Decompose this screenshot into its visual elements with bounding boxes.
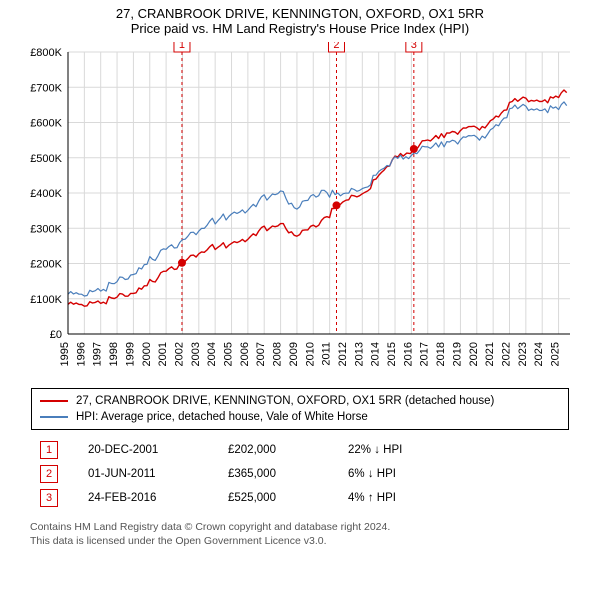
svg-text:2004: 2004: [206, 342, 218, 366]
sale-marker-1: 1: [40, 441, 58, 459]
svg-text:2017: 2017: [419, 342, 431, 366]
footer-line-2: This data is licensed under the Open Gov…: [30, 534, 570, 548]
svg-text:£400K: £400K: [30, 188, 62, 200]
sale-date: 24-FEB-2016: [88, 492, 228, 504]
svg-text:£600K: £600K: [30, 118, 62, 130]
svg-text:2006: 2006: [239, 342, 251, 366]
svg-text:£0: £0: [50, 329, 62, 341]
svg-text:2008: 2008: [272, 342, 284, 366]
svg-text:2023: 2023: [517, 342, 529, 366]
svg-text:2002: 2002: [173, 342, 185, 366]
svg-text:1: 1: [179, 42, 185, 51]
legend-item-property: 27, CRANBROOK DRIVE, KENNINGTON, OXFORD,…: [40, 393, 560, 409]
svg-text:2005: 2005: [223, 342, 235, 366]
sale-price: £525,000: [228, 492, 348, 504]
legend-item-hpi: HPI: Average price, detached house, Vale…: [40, 409, 560, 425]
svg-text:1999: 1999: [124, 342, 136, 366]
svg-text:£200K: £200K: [30, 259, 62, 271]
svg-text:2018: 2018: [435, 342, 447, 366]
price-chart: £0 £100K £200K £300K £400K £500K £600K £700K £80…: [20, 42, 580, 382]
footer-attribution: Contains HM Land Registry data © Crown c…: [30, 520, 570, 548]
title-line-1: 27, CRANBROOK DRIVE, KENNINGTON, OXFORD,…: [0, 6, 600, 21]
footer-line-1: Contains HM Land Registry data © Crown c…: [30, 520, 570, 534]
svg-text:2003: 2003: [190, 342, 202, 366]
svg-text:2019: 2019: [451, 342, 463, 366]
sale-date: 01-JUN-2011: [88, 468, 228, 480]
svg-text:1995: 1995: [59, 342, 71, 366]
sale-marker-3: 3: [40, 489, 58, 507]
svg-text:2014: 2014: [370, 342, 382, 366]
svg-text:2024: 2024: [533, 342, 545, 366]
sale-diff: 6% ↓ HPI: [348, 468, 468, 480]
svg-text:2007: 2007: [255, 342, 267, 366]
svg-text:2012: 2012: [337, 342, 349, 366]
svg-text:2010: 2010: [304, 342, 316, 366]
svg-text:2: 2: [333, 42, 339, 51]
svg-text:2020: 2020: [468, 342, 480, 366]
chart-svg: £0 £100K £200K £300K £400K £500K £600K £700K £80…: [20, 42, 580, 382]
svg-text:1997: 1997: [92, 342, 104, 366]
sale-marker-2: 2: [40, 465, 58, 483]
svg-text:1996: 1996: [75, 342, 87, 366]
svg-text:3: 3: [411, 42, 417, 51]
svg-text:£300K: £300K: [30, 223, 62, 235]
svg-text:2022: 2022: [500, 342, 512, 366]
legend-label-hpi: HPI: Average price, detached house, Vale…: [76, 409, 368, 425]
svg-text:1998: 1998: [108, 342, 120, 366]
sale-row: 3 24-FEB-2016 £525,000 4% ↑ HPI: [40, 486, 560, 510]
sale-price: £365,000: [228, 468, 348, 480]
svg-text:£800K: £800K: [30, 47, 62, 59]
svg-text:2015: 2015: [386, 342, 398, 366]
svg-text:2011: 2011: [321, 342, 333, 366]
sale-date: 20-DEC-2001: [88, 444, 228, 456]
legend-label-property: 27, CRANBROOK DRIVE, KENNINGTON, OXFORD,…: [76, 393, 494, 409]
sale-diff: 4% ↑ HPI: [348, 492, 468, 504]
sale-row: 1 20-DEC-2001 £202,000 22% ↓ HPI: [40, 438, 560, 462]
chart-title-block: 27, CRANBROOK DRIVE, KENNINGTON, OXFORD,…: [0, 0, 600, 38]
legend-swatch-hpi: [40, 416, 68, 418]
title-line-2: Price paid vs. HM Land Registry's House …: [0, 21, 600, 36]
legend-swatch-property: [40, 400, 68, 402]
sale-diff: 22% ↓ HPI: [348, 444, 468, 456]
svg-text:£100K: £100K: [30, 294, 62, 306]
svg-text:2013: 2013: [353, 342, 365, 366]
sale-price: £202,000: [228, 444, 348, 456]
sale-row: 2 01-JUN-2011 £365,000 6% ↓ HPI: [40, 462, 560, 486]
legend: 27, CRANBROOK DRIVE, KENNINGTON, OXFORD,…: [31, 388, 569, 430]
svg-text:£700K: £700K: [30, 82, 62, 94]
sales-table: 1 20-DEC-2001 £202,000 22% ↓ HPI 2 01-JU…: [40, 438, 560, 510]
svg-text:£500K: £500K: [30, 153, 62, 165]
svg-text:2016: 2016: [402, 342, 414, 366]
svg-text:2000: 2000: [141, 342, 153, 366]
svg-text:2009: 2009: [288, 342, 300, 366]
svg-text:2025: 2025: [550, 342, 562, 366]
svg-text:2001: 2001: [157, 342, 169, 366]
svg-text:2021: 2021: [484, 342, 496, 366]
